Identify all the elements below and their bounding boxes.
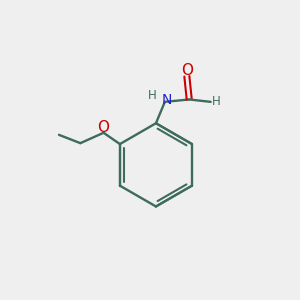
Text: H: H [212,95,220,108]
Text: N: N [161,93,172,107]
Text: O: O [98,120,110,135]
Text: O: O [181,63,193,78]
Text: H: H [148,89,157,102]
